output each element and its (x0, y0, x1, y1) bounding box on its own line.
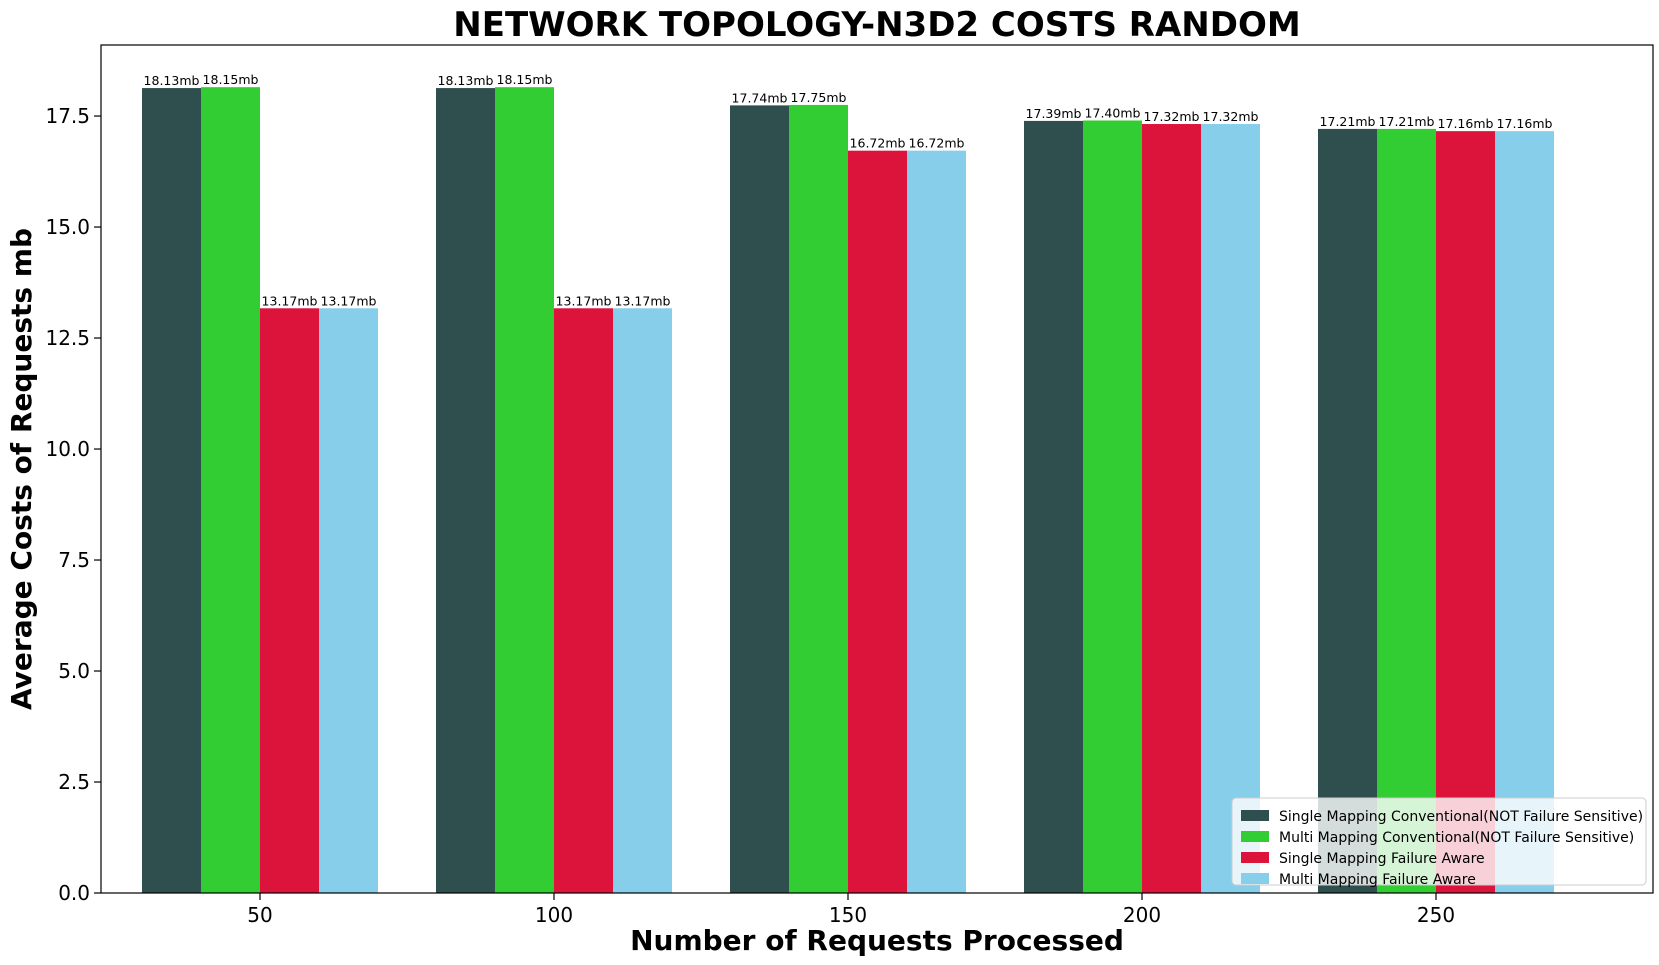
y-tick-label: 0.0 (58, 881, 90, 905)
legend-label-series-4: Multi Mapping Failure Aware (1279, 872, 1476, 888)
data-label-100-series-2: 18.15mb (497, 72, 553, 87)
legend: Single Mapping Conventional(NOT Failure … (1231, 797, 1647, 888)
y-axis-label: Average Costs of Requests mb (5, 228, 38, 710)
data-label-50-series-1: 18.13mb (144, 73, 200, 88)
legend-swatch-series-2 (1241, 831, 1269, 842)
data-label-250-series-1: 17.21mb (1320, 114, 1376, 129)
bar-200-series-2 (1083, 120, 1142, 893)
x-axis: 50 100 150 200 250 (247, 893, 1455, 927)
data-label-250-series-3: 17.16mb (1438, 116, 1494, 131)
bar-250-series-4 (1495, 131, 1554, 893)
bar-100-series-4 (613, 308, 672, 894)
x-tick-label: 50 (247, 903, 272, 927)
legend-swatch-series-4 (1241, 873, 1269, 884)
bar-250-series-1 (1318, 128, 1377, 893)
data-label-200-series-1: 17.39mb (1026, 106, 1082, 121)
legend-swatch-series-1 (1241, 810, 1269, 821)
bar-250-series-2 (1377, 128, 1436, 893)
data-label-50-series-3: 13.17mb (262, 293, 318, 308)
data-label-150-series-4: 16.72mb (909, 136, 965, 151)
y-tick-label: 5.0 (58, 659, 90, 683)
bar-150-series-1 (730, 105, 789, 893)
bar-100-series-1 (436, 88, 495, 893)
bar-50-series-3 (260, 308, 319, 894)
data-label-100-series-3: 13.17mb (556, 293, 612, 308)
chart-title: NETWORK TOPOLOGY-N3D2 COSTS RANDOM (453, 5, 1300, 45)
legend-entries: Single Mapping Conventional(NOT Failure … (1241, 809, 1643, 888)
legend-label-series-1: Single Mapping Conventional(NOT Failure … (1279, 809, 1643, 825)
bar-200-series-3 (1142, 124, 1201, 894)
x-tick-label: 200 (1123, 903, 1161, 927)
legend-label-series-2: Multi Mapping Conventional(NOT Failure S… (1279, 830, 1634, 846)
y-tick-label: 2.5 (58, 770, 90, 794)
bar-50-series-1 (142, 88, 201, 893)
y-tick-label: 15.0 (45, 215, 90, 239)
plot-area-frame (100, 44, 1654, 894)
data-label-50-series-4: 13.17mb (321, 293, 377, 308)
x-tick-label: 150 (829, 903, 867, 927)
x-axis-label: Number of Requests Processed (630, 924, 1124, 957)
data-label-200-series-3: 17.32mb (1144, 109, 1200, 124)
data-label-100-series-4: 13.17mb (615, 293, 671, 308)
data-label-200-series-4: 17.32mb (1203, 109, 1259, 124)
data-label-250-series-2: 17.21mb (1379, 114, 1435, 129)
legend-label-series-3: Single Mapping Failure Aware (1279, 851, 1485, 867)
y-tick-label: 12.5 (45, 326, 90, 350)
y-axis: 0.0 2.5 5.0 7.5 10.0 12.5 15.0 17.5 (45, 104, 101, 905)
data-label-100-series-1: 18.13mb (438, 73, 494, 88)
bar-50-series-2 (201, 87, 260, 894)
bar-200-series-4 (1201, 124, 1260, 894)
x-tick-label: 100 (535, 903, 573, 927)
bar-200-series-1 (1024, 120, 1083, 894)
bar-150-series-2 (789, 104, 848, 893)
data-label-50-series-2: 18.15mb (203, 72, 259, 87)
bar-100-series-2 (495, 87, 554, 894)
data-label-150-series-3: 16.72mb (850, 136, 906, 151)
bar-100-series-3 (554, 308, 613, 894)
x-tick-label: 250 (1417, 903, 1455, 927)
data-label-150-series-1: 17.74mb (732, 90, 788, 105)
legend-box (1231, 797, 1647, 886)
bars-layer (142, 87, 1554, 894)
bar-50-series-4 (319, 308, 378, 894)
y-tick-label: 10.0 (45, 437, 90, 461)
bar-150-series-3 (848, 150, 907, 894)
data-label-150-series-2: 17.75mb (791, 90, 847, 105)
bar-250-series-3 (1436, 131, 1495, 893)
bar-150-series-4 (907, 150, 966, 894)
y-tick-label: 7.5 (58, 548, 90, 572)
y-tick-label: 17.5 (45, 104, 90, 128)
legend-swatch-series-3 (1241, 852, 1269, 863)
data-label-250-series-4: 17.16mb (1497, 116, 1553, 131)
data-label-200-series-2: 17.40mb (1085, 105, 1141, 120)
